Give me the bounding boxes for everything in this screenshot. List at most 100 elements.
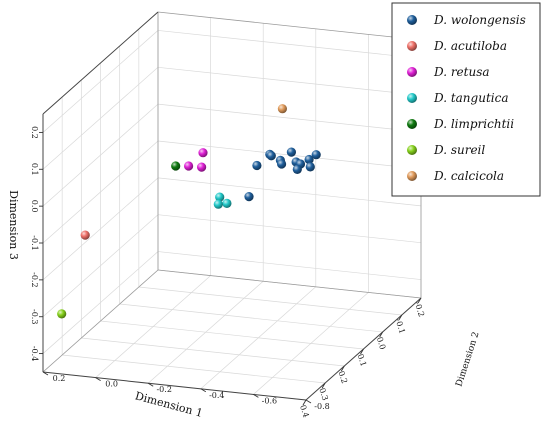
y-axis-tick	[200, 388, 207, 393]
z-axis-tick-label: 0.0	[30, 200, 39, 213]
z-axis-tick-label: -0.4	[30, 346, 39, 361]
legend-marker	[407, 145, 417, 155]
floor-grid-line	[100, 320, 364, 350]
box-edge	[42, 11, 159, 115]
legend-label: D. wolongensis	[433, 13, 526, 27]
z-axis-tick-label: -0.1	[30, 235, 39, 250]
floor-grid-line	[119, 303, 383, 333]
x-axis-tick-label: 0.3	[317, 387, 329, 402]
y-axis-title: Dimension 2	[455, 331, 482, 388]
data-point-d-wolongensis	[266, 151, 276, 161]
legend-label: D. limprichtii	[433, 117, 514, 131]
x-axis-tick	[302, 399, 307, 406]
side-wall-grid-line	[42, 214, 159, 317]
x-axis-tick	[417, 297, 422, 304]
floor-grid-line	[200, 286, 317, 390]
x-axis-tick	[360, 348, 364, 355]
x-axis-tick	[340, 365, 345, 372]
x-axis-tick	[379, 331, 384, 338]
data-point-d-limprichtii	[171, 161, 181, 171]
x-axis-tick-label: 0.4	[298, 404, 310, 419]
floor-grid-line	[81, 337, 345, 367]
legend-label: D. retusa	[433, 65, 490, 79]
y-axis-tick-label: -0.4	[209, 391, 224, 400]
y-axis-tick-label: -0.2	[156, 385, 171, 394]
x-axis-tick	[398, 314, 403, 321]
point-layer	[57, 104, 321, 319]
data-point-d-wolongensis	[305, 162, 315, 172]
z-axis-tick-label: -0.2	[30, 272, 39, 287]
y-axis-tick	[42, 371, 49, 376]
back-wall-grid-line	[157, 66, 422, 96]
x-axis-tick-label: -0.1	[394, 317, 407, 334]
side-wall-grid-line	[42, 103, 159, 207]
legend-label: D. tangutica	[433, 91, 508, 105]
y-axis-tick-label: -0.8	[314, 402, 329, 411]
x-axis-tick	[321, 382, 326, 389]
box-edge	[157, 11, 422, 41]
data-point-d-acutiloba	[80, 230, 90, 240]
data-point-d-wolongensis	[292, 164, 302, 174]
side-wall-grid-line	[42, 140, 159, 244]
legend-label: D. sureil	[433, 143, 485, 157]
floor-grid-line	[253, 292, 369, 395]
z-axis-tick-label: -0.3	[30, 309, 39, 324]
data-point-d-tangutica	[222, 198, 232, 208]
grid-layer	[42, 12, 422, 401]
legend-label: D. acutiloba	[433, 39, 507, 53]
legend: D. wolongensis D. acutiloba D. retusa D. ta…	[391, 2, 541, 197]
axis-layer	[42, 11, 422, 401]
z-axis-tick-label: 0.1	[30, 163, 39, 176]
side-wall-grid-line	[42, 30, 159, 133]
legend-marker	[407, 41, 417, 51]
back-wall-grid-line	[157, 103, 422, 133]
data-point-d-wolongensis	[304, 154, 314, 165]
floor-grid-line	[138, 286, 402, 316]
back-wall-grid-line	[157, 214, 422, 244]
floor-grid-line	[147, 280, 264, 384]
x-axis-tick-label: -0.2	[413, 300, 426, 317]
data-point-d-wolongensis	[286, 147, 296, 157]
box-edge	[157, 269, 422, 299]
side-wall-grid-line	[42, 67, 159, 170]
y-axis-tick	[147, 382, 154, 387]
data-point-d-wolongensis	[252, 160, 262, 171]
y-axis-tick-label: 0.2	[53, 374, 66, 383]
data-point-d-calcicola	[277, 104, 287, 114]
side-wall-grid-line	[42, 177, 159, 281]
back-wall-grid-line	[157, 30, 422, 59]
z-axis-tick-label: 0.2	[30, 126, 39, 139]
data-point-d-retusa	[184, 161, 194, 171]
data-point-d-retusa	[198, 148, 208, 158]
z-axis-title: Dimension 3	[7, 190, 20, 260]
floor-grid-line	[95, 275, 211, 378]
legend-marker	[407, 171, 417, 181]
data-point-d-tangutica	[213, 199, 223, 209]
legend-marker	[407, 15, 417, 25]
legend-marker	[407, 119, 417, 129]
data-point-d-tangutica	[215, 192, 225, 202]
x-axis-tick-label: 0.1	[356, 353, 368, 368]
y-axis-tick-label: -0.6	[262, 396, 277, 405]
y-axis-tick	[305, 399, 312, 404]
floor-grid-line	[62, 354, 326, 384]
back-wall-grid-line	[157, 251, 422, 280]
data-point-d-wolongensis	[244, 192, 254, 202]
side-wall-grid-line	[42, 251, 159, 354]
y-axis-tick	[95, 377, 101, 381]
data-point-d-wolongensis	[311, 150, 321, 160]
data-point-d-retusa	[197, 162, 207, 172]
data-point-d-sureil	[57, 309, 67, 319]
x-axis-tick-label: 0.2	[336, 370, 348, 385]
back-wall-grid-line	[157, 177, 422, 207]
tick-layer: 0.4 0.3 0.2 0.1 0.0 -0.1 -0.2 -0.8 -0.6 -0.4 -0.2 0…	[30, 126, 426, 419]
legend-marker	[407, 67, 417, 77]
x-axis-line	[42, 371, 307, 401]
y-axis-tick	[253, 394, 259, 398]
x-axis-tick-label: 0.0	[375, 336, 387, 351]
box-edge	[42, 269, 159, 373]
legend-label: D. calcicola	[433, 169, 504, 183]
y-axis-tick-label: 0.0	[105, 380, 118, 389]
legend-marker	[407, 93, 417, 103]
